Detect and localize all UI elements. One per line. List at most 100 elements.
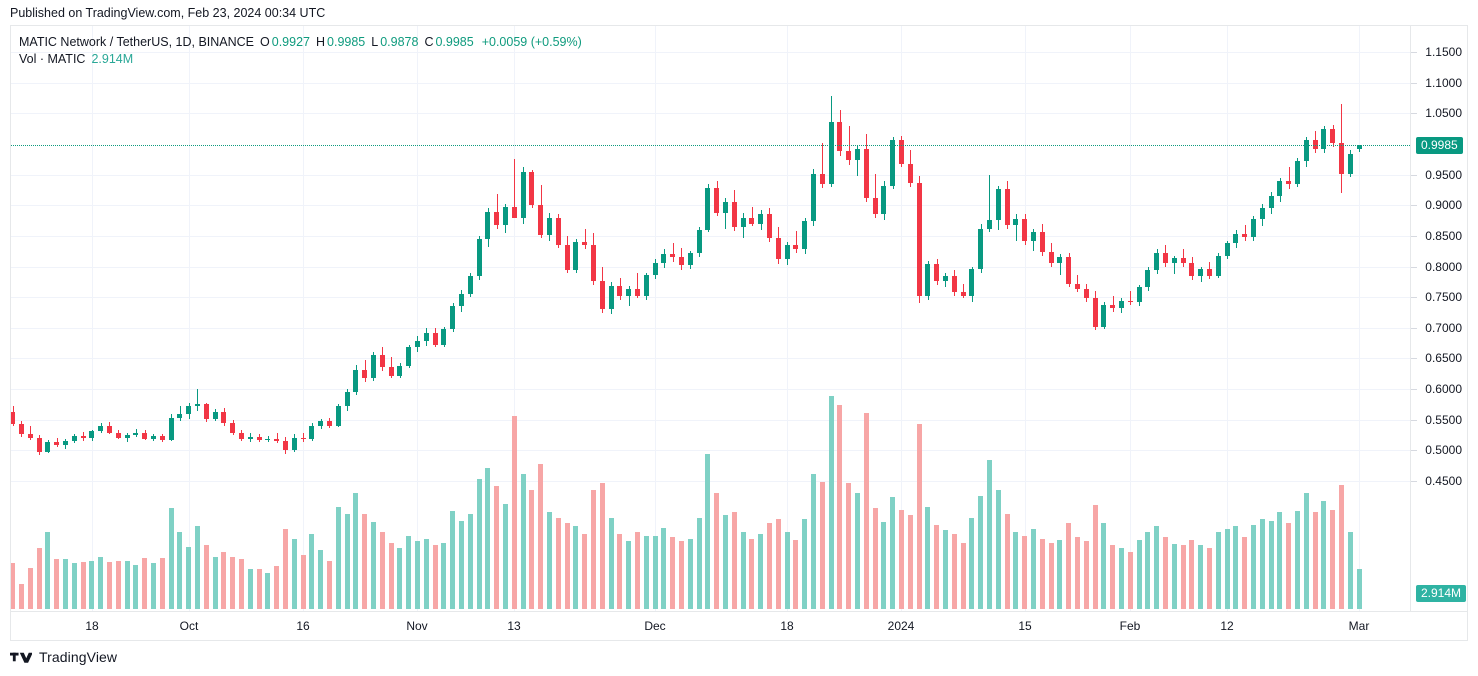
volume-bar xyxy=(705,454,711,609)
candle-body xyxy=(898,140,904,164)
legend-high-value: 0.9985 xyxy=(327,35,366,49)
candle-body xyxy=(98,425,104,432)
volume-bar xyxy=(643,535,649,609)
volume-bar xyxy=(247,568,253,609)
candle-body xyxy=(793,245,799,250)
candle-wick xyxy=(1077,275,1078,293)
candle-body xyxy=(1180,258,1186,263)
candle-body xyxy=(238,433,244,439)
volume-bar xyxy=(582,534,588,609)
candle-body xyxy=(150,436,156,439)
volume-bar xyxy=(1250,524,1256,609)
volume-bar xyxy=(406,535,412,609)
price-axis-label: 0.9000 xyxy=(1425,198,1462,212)
volume-bar xyxy=(238,559,244,609)
volume-bar xyxy=(749,538,755,609)
tradingview-brand-text: TradingView xyxy=(39,649,118,665)
candle-wick xyxy=(197,389,198,411)
candle-body xyxy=(27,433,33,439)
candle-wick xyxy=(514,159,515,213)
candle-body xyxy=(344,391,350,407)
candle-body xyxy=(916,183,922,296)
price-axis[interactable]: 1.1500 1.1000 1.0500 0.9500 0.9000 0.8500 0.80… xyxy=(1410,26,1467,611)
candle-body xyxy=(1162,253,1168,263)
candle-wick xyxy=(1016,213,1017,241)
candle-body xyxy=(1154,253,1160,270)
volume-bar xyxy=(696,517,702,609)
candle-body xyxy=(1338,142,1344,174)
volume-bar xyxy=(1206,548,1212,609)
candle-body xyxy=(62,440,68,446)
candle-wick xyxy=(1174,255,1175,274)
candle-body xyxy=(230,423,236,434)
price-gridline xyxy=(11,83,1410,84)
candle-wick xyxy=(277,433,278,444)
price-plot-area[interactable]: MATIC Network / TetherUS, 1D, BINANCE O 0.… xyxy=(11,26,1410,611)
volume-bar xyxy=(45,531,51,609)
candle-body xyxy=(441,329,447,346)
volume-bar xyxy=(951,534,957,609)
price-gridline xyxy=(11,52,1410,53)
candle-body xyxy=(802,221,808,250)
volume-bar xyxy=(916,423,922,609)
volume-bar xyxy=(784,531,790,609)
candle-wick xyxy=(1183,249,1184,267)
candle-body xyxy=(1286,180,1292,184)
candle-wick xyxy=(1060,254,1061,276)
candle-body xyxy=(740,217,746,228)
candle-body xyxy=(854,149,860,161)
candle-body xyxy=(678,257,684,266)
price-axis-label: 0.7500 xyxy=(1425,290,1462,304)
candle-body xyxy=(318,420,324,426)
candle-body xyxy=(590,245,596,282)
price-gridline xyxy=(11,450,1410,451)
volume-bar xyxy=(863,412,869,609)
volume-bar xyxy=(872,508,878,609)
volume-bar xyxy=(740,531,746,609)
volume-bar xyxy=(1101,523,1107,609)
volume-value-badge[interactable]: 2.914M xyxy=(1416,585,1467,602)
price-axis-tick xyxy=(1411,328,1417,329)
volume-bar xyxy=(881,522,887,609)
price-axis-tick xyxy=(1411,205,1417,206)
volume-bar xyxy=(546,512,552,609)
current-price-badge[interactable]: 0.9985 xyxy=(1416,137,1463,154)
volume-bar xyxy=(564,523,570,609)
candle-body xyxy=(925,264,931,297)
footer-branding: TradingView xyxy=(10,649,117,665)
time-axis[interactable]: 18 Oct 16 Nov 13 Dec 18 2024 15 Feb 12 Mar xyxy=(11,611,1467,640)
volume-bar xyxy=(18,584,24,609)
volume-bar xyxy=(520,473,526,609)
volume-bar xyxy=(678,541,684,609)
candle-body xyxy=(1215,255,1221,276)
candle-body xyxy=(274,438,280,442)
candle-body xyxy=(485,211,491,240)
volume-bar xyxy=(106,562,112,609)
candle-body xyxy=(1101,304,1107,327)
price-axis-tick xyxy=(1411,389,1417,390)
legend-high-label: H xyxy=(315,35,326,49)
candle-body xyxy=(1066,257,1072,284)
volume-bar xyxy=(282,528,288,609)
volume-bar xyxy=(27,567,33,609)
candle-body xyxy=(1013,218,1019,225)
volume-bar xyxy=(1154,526,1160,609)
candle-body xyxy=(1110,304,1116,309)
candle-body xyxy=(1259,207,1265,219)
volume-bar xyxy=(89,560,95,609)
candle-body xyxy=(951,275,957,293)
volume-bar xyxy=(370,522,376,609)
volume-bar xyxy=(854,493,860,609)
volume-bar xyxy=(819,481,825,609)
volume-bar xyxy=(626,541,632,609)
candle-wick xyxy=(963,283,964,299)
time-gridline xyxy=(1359,26,1360,611)
candle-wick xyxy=(497,194,498,229)
published-caption: Published on TradingView.com, Feb 23, 20… xyxy=(10,6,326,20)
candle-body xyxy=(458,293,464,307)
price-gridline xyxy=(11,420,1410,421)
volume-bar xyxy=(1004,513,1010,609)
time-axis-label: 12 xyxy=(1220,619,1234,633)
volume-bar xyxy=(194,526,200,609)
volume-bar xyxy=(1030,528,1036,609)
